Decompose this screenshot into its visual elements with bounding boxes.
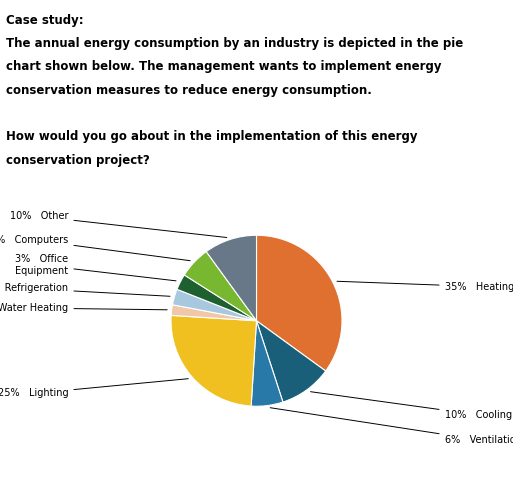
Text: chart shown below. The management wants to implement energy: chart shown below. The management wants … (6, 60, 442, 73)
Text: 3%   Office
Equipment: 3% Office Equipment (15, 254, 176, 281)
Wedge shape (256, 321, 326, 402)
Text: The annual energy consumption by an industry is depicted in the pie: The annual energy consumption by an indu… (6, 37, 463, 50)
Wedge shape (184, 252, 256, 321)
Wedge shape (256, 235, 342, 371)
Text: 25%   Lighting: 25% Lighting (0, 379, 188, 399)
Wedge shape (177, 275, 256, 321)
Wedge shape (171, 315, 256, 406)
Text: 2%   Water Heating: 2% Water Heating (0, 303, 167, 313)
Text: Case study:: Case study: (6, 14, 84, 27)
Wedge shape (171, 305, 256, 321)
Wedge shape (206, 235, 256, 321)
Text: 10%   Cooling: 10% Cooling (310, 392, 512, 420)
Text: 10%   Other: 10% Other (10, 211, 227, 238)
Wedge shape (251, 321, 283, 406)
Text: 6%   Computers: 6% Computers (0, 235, 190, 260)
Text: conservation project?: conservation project? (6, 154, 150, 167)
Text: conservation measures to reduce energy consumption.: conservation measures to reduce energy c… (6, 84, 372, 97)
Wedge shape (172, 289, 256, 321)
Text: 3%   Refrigeration: 3% Refrigeration (0, 283, 170, 296)
Text: 6%   Ventilation: 6% Ventilation (270, 408, 513, 446)
Text: 35%   Heating: 35% Heating (337, 281, 513, 292)
Text: How would you go about in the implementation of this energy: How would you go about in the implementa… (6, 130, 418, 143)
